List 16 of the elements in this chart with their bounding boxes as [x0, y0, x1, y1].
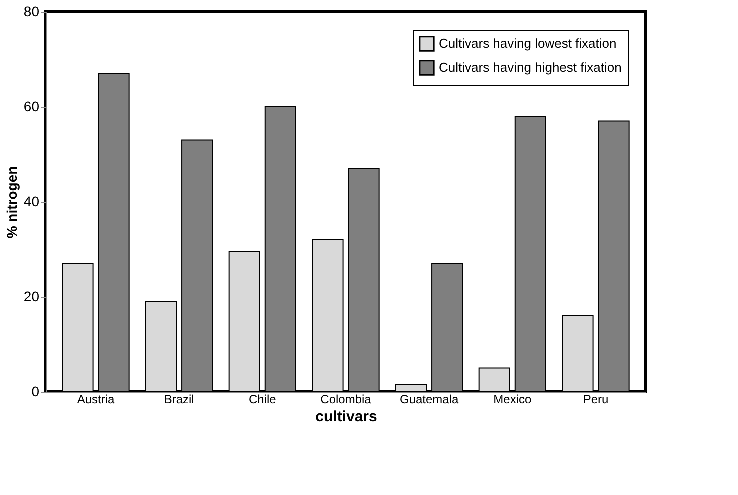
y-tick-label: 20 [24, 288, 40, 304]
x-tick-label: Austria [77, 392, 115, 406]
y-axis-title: % nitrogen [4, 166, 20, 239]
y-tick-label: 0 [32, 384, 40, 400]
x-axis-title: cultivars [316, 408, 378, 426]
x-tick-label: Brazil [164, 392, 194, 406]
x-tick-label: Chile [248, 392, 277, 406]
y-tick-label: 80 [24, 4, 40, 20]
y-tick-label: 40 [24, 194, 40, 210]
y-tick-label: 60 [24, 98, 40, 114]
x-tick-label: Colombia [320, 392, 372, 406]
x-tick-label: Peru [583, 392, 609, 406]
legend-label: Cultivars having highest fixation [439, 60, 622, 75]
x-tick-label: Mexico [494, 392, 532, 406]
legend-label: Cultivars having lowest fixation [439, 36, 617, 51]
x-tick-label: Guatemala [400, 392, 460, 406]
